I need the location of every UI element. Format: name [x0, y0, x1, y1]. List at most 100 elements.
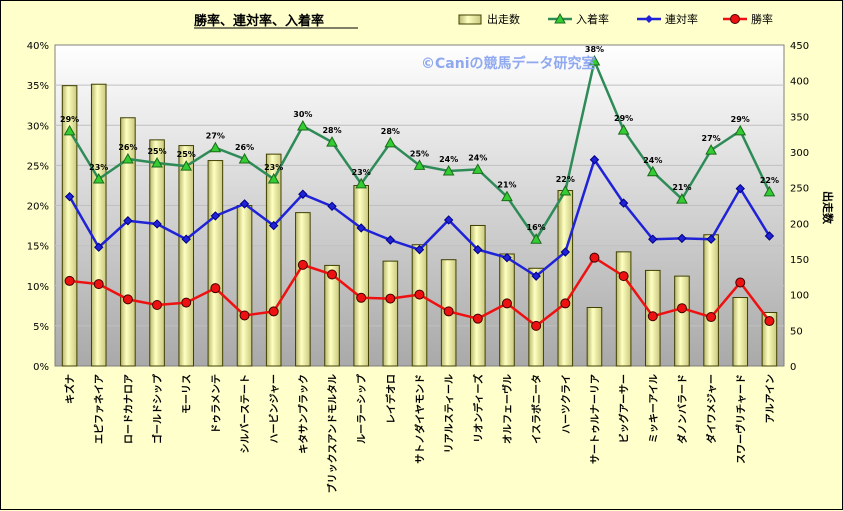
x-tick-label: ブリックスアンドモルタル: [326, 374, 339, 493]
place-rate-point: [152, 219, 162, 229]
y-tick-label: 30%: [27, 121, 49, 132]
bar: [149, 139, 165, 367]
legend-marker: [730, 14, 740, 24]
bar: [120, 117, 136, 367]
bar: [265, 153, 282, 367]
bar: [732, 297, 749, 367]
y2-tick-label: 0: [790, 362, 796, 373]
win-rate-point: [297, 259, 308, 270]
x-tick-label: モーリス: [181, 374, 193, 414]
x-tick-label: サートゥルナーリア: [589, 374, 601, 464]
legend-marker: [554, 12, 566, 24]
data-label: 16%: [527, 223, 546, 232]
place-rate-point: [239, 199, 250, 209]
place-rate-point: [181, 234, 191, 244]
place-rate-point: [531, 271, 541, 281]
legend: 出走数 入着率 連対率 勝率: [458, 12, 773, 26]
win-rate-point: [152, 300, 163, 311]
win-rate-point: [618, 271, 629, 282]
bar-series: [61, 83, 778, 367]
x-tick-label: ドゥラメンテ: [210, 374, 222, 434]
bar: [674, 275, 690, 367]
y-tick-label: 25%: [27, 161, 49, 172]
bar: [528, 267, 544, 367]
legend-label: 勝率: [751, 12, 773, 26]
x-tick-label: エピファネイア: [94, 374, 106, 444]
show-rate-point: [384, 136, 397, 148]
x-tick-label: スワーヴリチャード: [734, 374, 747, 464]
bar: [295, 212, 311, 367]
y-tick-label: 15%: [27, 242, 49, 253]
win-rate-point: [764, 316, 775, 327]
legend-label: 出走数: [487, 12, 520, 26]
data-label: 29%: [60, 115, 79, 124]
y2-tick-label: 350: [790, 112, 809, 123]
place-rate-point: [268, 220, 279, 231]
show-rate-point: [676, 193, 688, 204]
place-rate-point: [618, 198, 629, 208]
bar: [353, 185, 369, 367]
win-rate-point: [385, 293, 396, 304]
win-rate-point: [93, 279, 104, 290]
show-rate-point: [501, 190, 513, 202]
show-rate-point: [705, 144, 717, 155]
place-rate-point: [414, 244, 425, 255]
place-rate-point: [210, 211, 221, 221]
show-rate-point: [92, 172, 105, 184]
data-label: 38%: [585, 45, 604, 54]
place-rate-point: [94, 242, 104, 252]
show-rate-point: [413, 159, 426, 170]
show-rate-point: [442, 164, 455, 176]
bar: [761, 312, 778, 367]
place-rate-point: [502, 252, 512, 263]
data-label: 23%: [264, 163, 283, 172]
place-rate-point: [327, 201, 337, 212]
place-rate-point: [648, 234, 658, 244]
data-label: 21%: [497, 181, 516, 190]
data-label: 28%: [322, 126, 341, 135]
x-tick-label: ダノンバラード: [676, 374, 689, 444]
show-rate-point: [617, 124, 630, 135]
show-rate-point: [559, 185, 572, 196]
show-rate-point: [646, 165, 659, 177]
y2-tick-label: 300: [790, 148, 809, 159]
data-label: 22%: [760, 176, 779, 185]
y-tick-label: 0%: [33, 362, 49, 373]
y-tick-label: 40%: [27, 41, 49, 52]
data-label: 30%: [293, 110, 312, 119]
win-rate-point: [181, 297, 192, 308]
bar: [324, 264, 340, 367]
x-tick-label: キタサンブラック: [297, 374, 310, 454]
bar: [499, 253, 515, 367]
y-tick-label: 20%: [27, 202, 49, 213]
x-tick-label: アルアイン: [764, 374, 776, 423]
win-rate-point: [531, 320, 542, 331]
x-tick-label: ルーラーシップ: [355, 373, 368, 444]
bar: [178, 145, 195, 367]
bar: [207, 160, 224, 367]
show-rate-point: [238, 152, 251, 164]
place-rate-point: [443, 215, 454, 225]
win-rate-point: [706, 312, 717, 323]
y2-tick-label: 100: [790, 291, 809, 302]
win-rate-point: [210, 283, 221, 294]
x-tick-label: ミッキーアイル: [648, 374, 660, 443]
win-rate-point: [676, 303, 687, 314]
y2-axis-label: 出走数: [821, 191, 835, 225]
data-label: 23%: [89, 163, 108, 172]
data-label: 24%: [468, 153, 487, 162]
data-label: 27%: [702, 134, 721, 143]
data-label: 29%: [614, 114, 633, 123]
show-rate-point: [763, 185, 776, 197]
legend-swatch-bar: [458, 14, 482, 25]
legend-label: 連対率: [665, 12, 698, 26]
data-label: 22%: [556, 175, 575, 184]
data-label: 25%: [147, 147, 166, 156]
data-label: 25%: [410, 149, 429, 158]
data-label: 23%: [352, 168, 371, 177]
y-tick-label: 35%: [27, 81, 49, 92]
data-label: 21%: [672, 183, 691, 192]
place-rate-point: [385, 235, 396, 245]
watermark: ©Caniの競馬データ研究室: [421, 55, 596, 72]
